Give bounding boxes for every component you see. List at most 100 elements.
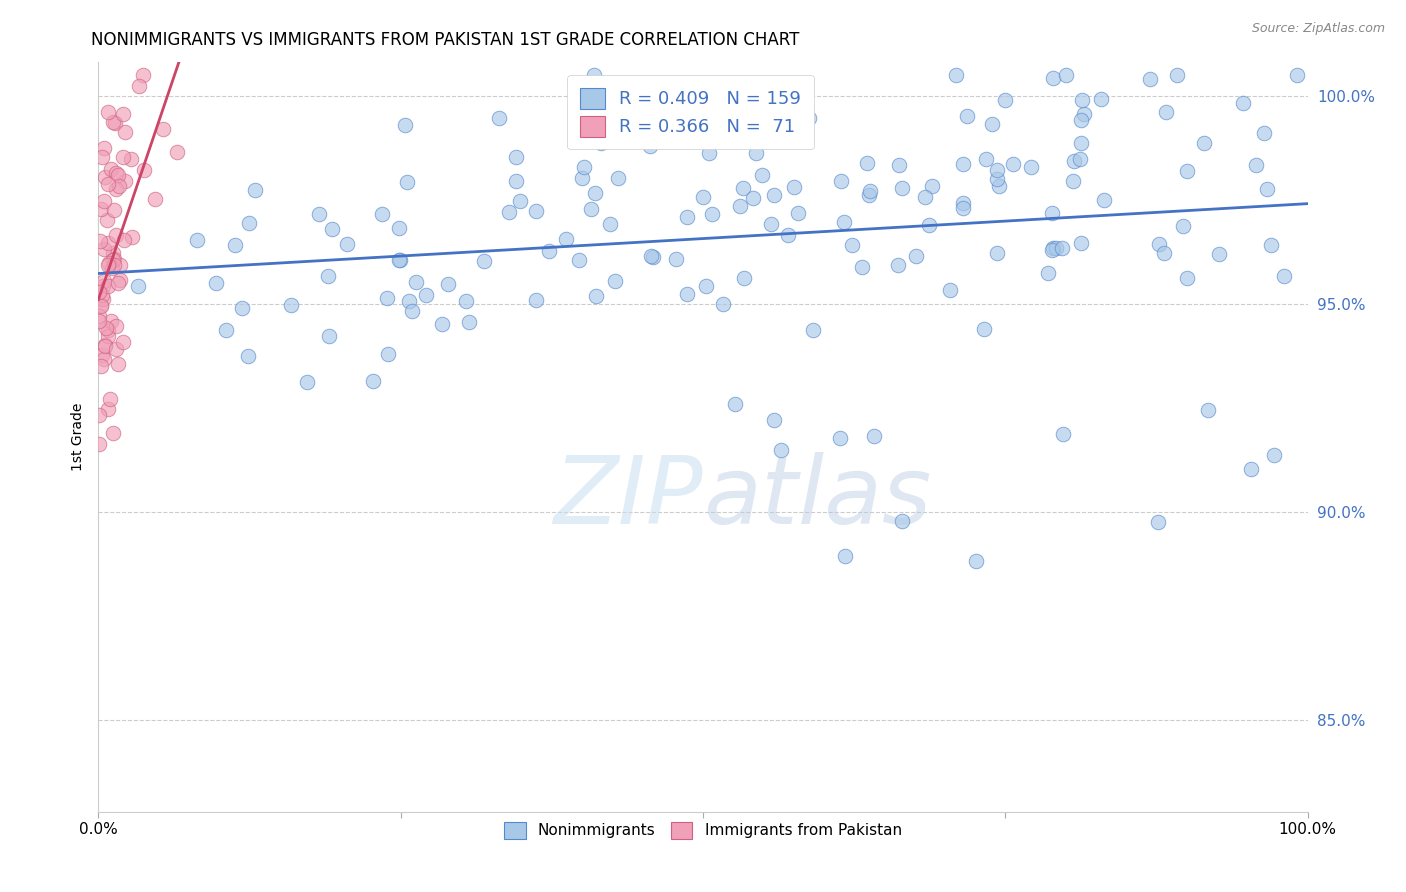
Point: [114, 174, 136, 188]
Point: [988, 179, 1011, 194]
Point: [1274, 268, 1296, 283]
Point: [238, 216, 260, 230]
Point: [97, 236, 120, 251]
Point: [675, 287, 697, 301]
Point: [1232, 95, 1254, 110]
Point: [770, 443, 793, 458]
Point: [731, 181, 754, 195]
Point: [94, 170, 117, 185]
Text: Source: ZipAtlas.com: Source: ZipAtlas.com: [1251, 22, 1385, 36]
Point: [107, 357, 129, 371]
Point: [89, 234, 111, 248]
Point: [93, 351, 115, 366]
Point: [724, 397, 747, 411]
Point: [108, 178, 131, 193]
Point: [90, 359, 112, 374]
Point: [101, 261, 124, 276]
Point: [1070, 236, 1092, 251]
Point: [152, 121, 174, 136]
Point: [1171, 219, 1194, 233]
Point: [98, 255, 121, 269]
Point: [638, 139, 661, 153]
Point: [308, 207, 330, 221]
Point: [1286, 68, 1309, 82]
Point: [87, 310, 110, 324]
Point: [132, 163, 155, 178]
Point: [143, 192, 166, 206]
Point: [103, 203, 125, 218]
Point: [555, 232, 578, 246]
Point: [96, 213, 118, 227]
Point: [87, 285, 110, 299]
Point: [132, 68, 155, 82]
Point: [318, 329, 340, 343]
Point: [91, 293, 114, 307]
Point: [103, 252, 125, 267]
Point: [1175, 271, 1198, 285]
Point: [641, 250, 664, 264]
Point: [1256, 181, 1278, 195]
Point: [238, 349, 260, 363]
Point: [994, 93, 1017, 107]
Text: ZIP: ZIP: [554, 451, 703, 542]
Point: [224, 237, 246, 252]
Point: [832, 215, 855, 229]
Point: [1147, 515, 1170, 529]
Point: [104, 165, 127, 179]
Point: [1052, 427, 1074, 442]
Point: [973, 322, 995, 336]
Point: [1092, 193, 1115, 207]
Text: NONIMMIGRANTS VS IMMIGRANTS FROM PAKISTAN 1ST GRADE CORRELATION CHART: NONIMMIGRANTS VS IMMIGRANTS FROM PAKISTA…: [91, 31, 800, 49]
Point: [1045, 242, 1067, 256]
Point: [830, 431, 852, 445]
Point: [583, 186, 606, 200]
Legend: Nonimmigrants, Immigrants from Pakistan: Nonimmigrants, Immigrants from Pakistan: [498, 815, 908, 846]
Point: [1253, 126, 1275, 140]
Point: [87, 437, 110, 451]
Point: [858, 184, 880, 198]
Point: [371, 206, 394, 220]
Point: [568, 253, 591, 268]
Point: [388, 221, 411, 235]
Point: [101, 253, 124, 268]
Point: [375, 291, 398, 305]
Point: [887, 258, 910, 272]
Point: [986, 171, 1008, 186]
Point: [101, 426, 124, 441]
Point: [114, 125, 136, 139]
Point: [841, 238, 863, 252]
Point: [770, 129, 793, 144]
Point: [111, 334, 134, 349]
Point: [786, 206, 808, 220]
Point: [921, 179, 943, 194]
Point: [1063, 153, 1085, 168]
Point: [579, 202, 602, 217]
Point: [101, 115, 124, 129]
Point: [1069, 152, 1091, 166]
Point: [94, 339, 117, 353]
Point: [105, 342, 128, 356]
Point: [1070, 136, 1092, 150]
Point: [107, 168, 129, 182]
Point: [120, 152, 142, 166]
Point: [572, 160, 595, 174]
Point: [782, 180, 804, 194]
Point: [759, 218, 782, 232]
Point: [1062, 174, 1084, 188]
Point: [711, 296, 734, 310]
Point: [90, 299, 112, 313]
Point: [890, 181, 912, 195]
Point: [498, 205, 520, 219]
Point: [395, 175, 418, 189]
Point: [986, 245, 1008, 260]
Point: [858, 187, 880, 202]
Point: [862, 429, 884, 443]
Point: [90, 150, 112, 164]
Point: [965, 554, 987, 568]
Point: [1054, 68, 1077, 82]
Point: [524, 203, 547, 218]
Point: [1139, 72, 1161, 87]
Point: [87, 314, 110, 328]
Point: [1166, 68, 1188, 82]
Point: [1073, 107, 1095, 121]
